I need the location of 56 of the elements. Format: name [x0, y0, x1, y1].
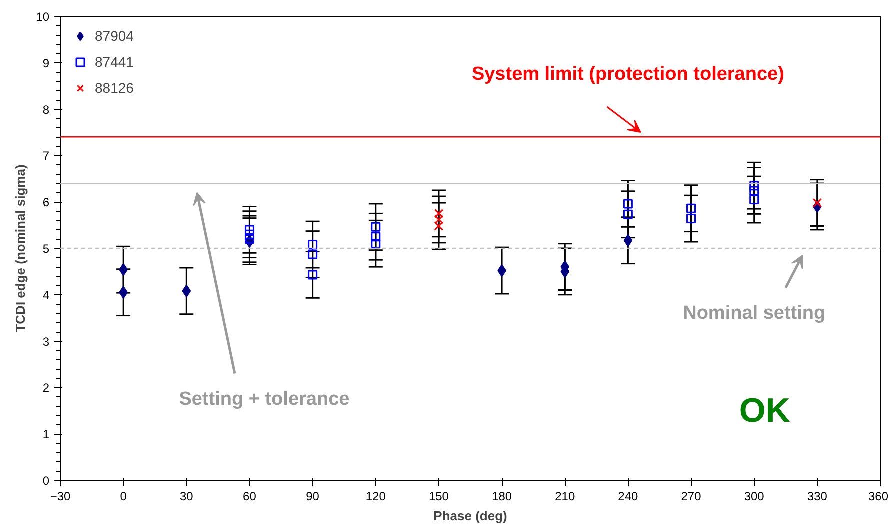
- y-tick-label: 4: [42, 288, 50, 302]
- x-tick-label: 270: [681, 490, 702, 504]
- y-tick-label: 2: [42, 381, 50, 396]
- x-tick-label: −30: [50, 490, 72, 504]
- y-axis-title: TCDI edge (nominal sigma): [13, 164, 28, 332]
- point: [371, 222, 381, 232]
- y-tick-label: 3: [42, 334, 50, 349]
- y-tick-label: 10: [36, 10, 50, 24]
- x-tick-label: 330: [807, 490, 828, 504]
- point: [244, 230, 254, 240]
- x-tick-label: 120: [366, 490, 386, 504]
- point: [686, 204, 696, 214]
- annotation: Setting + tolerance: [179, 388, 350, 410]
- x-tick-label: 0: [120, 490, 128, 504]
- point: [623, 199, 633, 209]
- annotation: System limit (protection tolerance): [472, 64, 784, 85]
- point: [308, 250, 318, 260]
- y-tick-label: 8: [42, 102, 50, 117]
- annotation: Nominal setting: [683, 302, 826, 324]
- point: [371, 239, 381, 249]
- y-tick-label: 5: [42, 242, 50, 256]
- point: [371, 232, 381, 242]
- y-tick-label: 0: [42, 474, 50, 488]
- point: [434, 215, 444, 224]
- point: [434, 209, 444, 218]
- point: [308, 240, 318, 250]
- point: [182, 284, 192, 298]
- y-tick-label: 1: [42, 428, 50, 442]
- point: [308, 270, 318, 280]
- legend-label: 88126: [95, 80, 134, 96]
- point: [244, 225, 254, 235]
- x-tick-label: 300: [744, 490, 765, 504]
- legend-label: 87441: [95, 54, 134, 70]
- y-tick-label: 6: [42, 196, 50, 210]
- point: [750, 195, 760, 205]
- x-tick-label: 90: [306, 490, 320, 504]
- x-tick-label: 30: [180, 490, 194, 504]
- point: [624, 234, 633, 247]
- point: [750, 181, 760, 191]
- x-tick-label: 360: [868, 490, 888, 504]
- point: [434, 222, 444, 231]
- x-tick-label: 150: [428, 490, 450, 504]
- annotation: OK: [739, 392, 791, 430]
- y-tick-label: 7: [42, 149, 50, 164]
- x-tick-label: 210: [555, 490, 576, 504]
- point: [812, 198, 822, 208]
- point: [623, 210, 633, 220]
- point: [750, 186, 760, 196]
- legend-label: 87904: [95, 28, 134, 44]
- x-tick-label: 60: [243, 490, 257, 504]
- x-axis-title: Phase (deg): [434, 508, 508, 524]
- x-tick-label: 240: [618, 490, 639, 504]
- x-tick-label: 180: [492, 490, 512, 504]
- point: [244, 234, 254, 244]
- y-tick-label: 9: [42, 56, 50, 70]
- point: [686, 214, 696, 224]
